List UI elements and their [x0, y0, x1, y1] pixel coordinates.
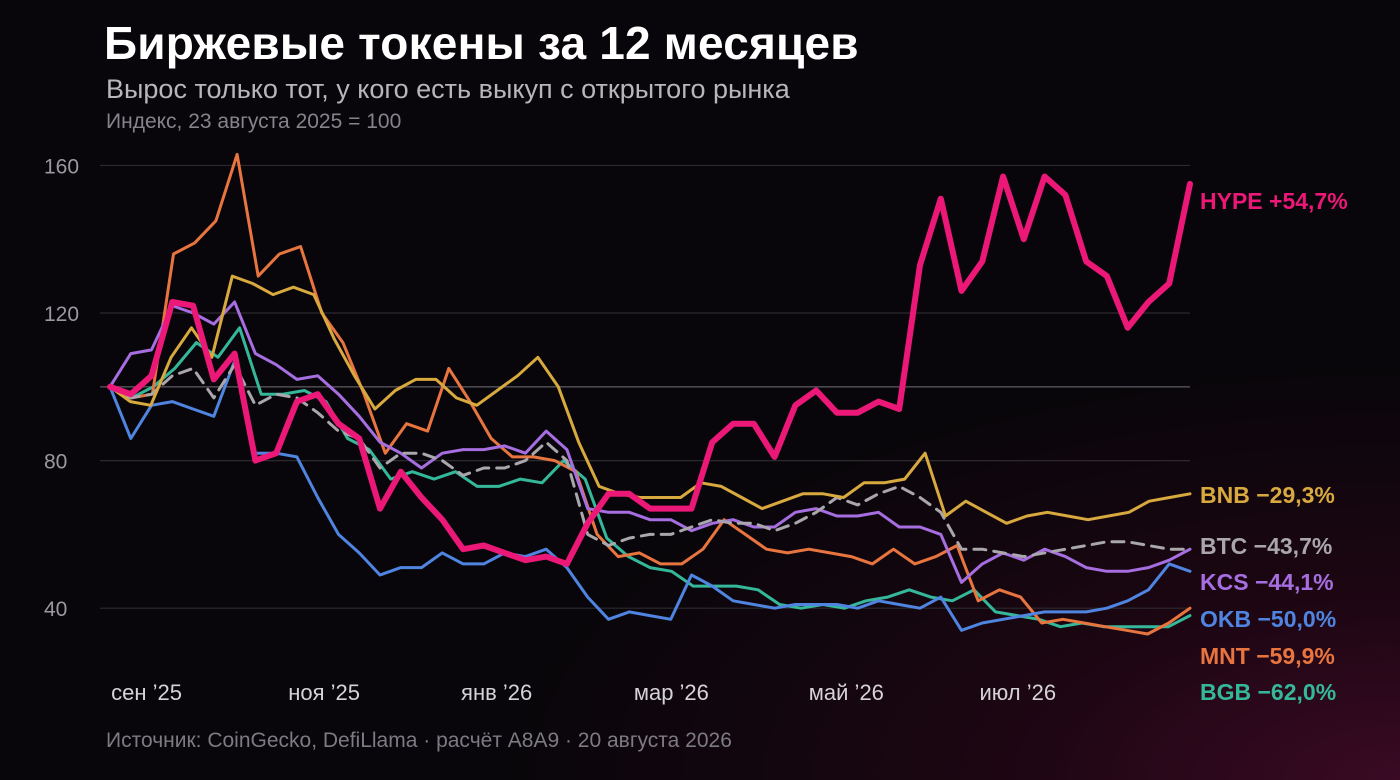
- grid-lines: [100, 164, 1190, 609]
- series-label-hype: HYPE +54,7%: [1200, 188, 1348, 214]
- series-line-hype: [107, 173, 1193, 567]
- chart-title: Биржевые токены за 12 месяцев: [104, 17, 859, 69]
- series-line-mnt: [108, 152, 1192, 636]
- series-label-bgb: BGB −62,0%: [1200, 679, 1336, 705]
- series-label-mnt: MNT −59,9%: [1200, 643, 1335, 669]
- x-axis-ticks: сен ’25 ноя ’25 янв ’26 мар ’26 май ’26 июл ’…: [111, 680, 1056, 705]
- series-line-btc: [108, 363, 1192, 559]
- x-tick-label-2: янв ’26: [461, 680, 532, 705]
- series-line-bnb: [108, 274, 1192, 525]
- series-line-bgb: [108, 326, 1192, 629]
- series-label-kcs: KCS −44,1%: [1200, 569, 1334, 595]
- x-tick-label-5: июл ’26: [979, 680, 1056, 705]
- series-label-okb: OKB −50,0%: [1200, 606, 1336, 632]
- y-tick-label-160: 160: [44, 155, 79, 178]
- chart-subtitle: Вырос только тот, у кого есть выкуп с от…: [106, 74, 790, 104]
- x-tick-label-4: май ’26: [809, 680, 884, 705]
- source-note: Источник: CoinGecko, DefiLlama · расчёт …: [106, 729, 732, 752]
- y-axis-ticks: 40 80 120 160: [44, 155, 79, 621]
- series-end-labels: BGB −62,0% MNT −59,9% OKB −50,0% KCS −44,1%…: [1200, 188, 1348, 705]
- series-line-kcs: [108, 300, 1192, 584]
- series-lines: [107, 152, 1193, 636]
- index-note: Индекс, 23 августа 2025 = 100: [106, 110, 402, 133]
- y-tick-label-40: 40: [44, 598, 67, 621]
- y-tick-label-120: 120: [44, 303, 79, 326]
- x-tick-label-0: сен ’25: [111, 680, 182, 705]
- series-line-okb: [108, 359, 1192, 632]
- series-label-btc: BTC −43,7%: [1200, 533, 1332, 559]
- y-tick-label-80: 80: [44, 451, 67, 474]
- x-tick-label-3: мар ’26: [634, 680, 709, 705]
- series-label-bnb: BNB −29,3%: [1200, 482, 1335, 508]
- x-tick-label-1: ноя ’25: [288, 680, 360, 705]
